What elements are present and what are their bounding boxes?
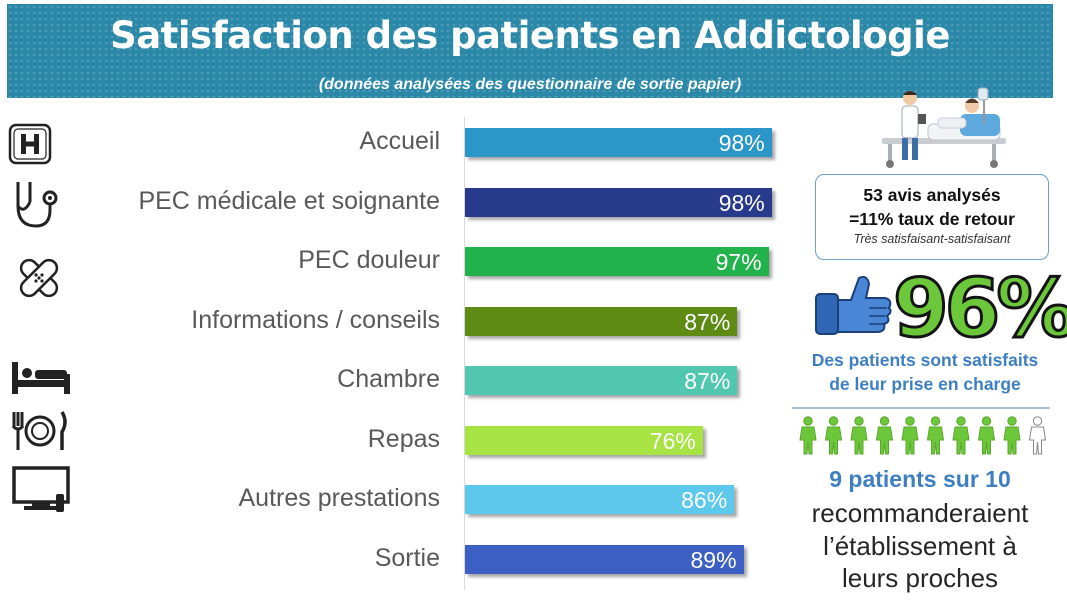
bar-value-label: 87% — [684, 368, 731, 394]
return-rate: =11% taux de retour — [849, 209, 1015, 229]
bar-value-label: 98% — [718, 189, 765, 216]
recommend-line-4: leurs proches — [841, 563, 999, 593]
title-banner: Satisfaction des patients en Addictologi… — [7, 4, 1053, 98]
plate-cutlery-icon — [11, 411, 67, 450]
satisfied-caption-1: Des patients sont satisfaits — [811, 350, 1039, 370]
satisfied-percent: 96% — [891, 262, 1067, 355]
person-icon-filled — [799, 416, 817, 455]
bar-value-label: 97% — [715, 249, 762, 275]
person-icon-filled — [875, 416, 894, 455]
response-info-box: 53 avis analysés =11% taux de retour Trè… — [815, 174, 1049, 260]
person-icon-filled — [824, 416, 843, 455]
bar: 87% — [465, 366, 738, 395]
bar: 97% — [465, 247, 769, 276]
bed-icon — [12, 362, 70, 394]
person-icon-empty — [1028, 416, 1047, 455]
page-subtitle: (données analysées des questionnaire de … — [318, 76, 742, 93]
stethoscope-icon — [16, 182, 58, 228]
category-label: PEC douleur — [298, 246, 440, 274]
bar: 87% — [465, 306, 738, 336]
avis-count: 53 avis analysés — [863, 185, 1001, 205]
page-title: Satisfaction des patients en Addictologi… — [110, 14, 950, 57]
person-icon-filled — [1003, 416, 1021, 455]
person-icon-filled — [977, 416, 996, 455]
bar: 98% — [465, 187, 772, 217]
bar: 98% — [465, 128, 772, 157]
recommend-line-3: l’établissement à — [823, 531, 1017, 561]
hospital-icon — [8, 123, 52, 165]
satisfaction-scale-note: Très satisfaisant-satisfaisant — [853, 232, 1011, 246]
people-row — [799, 416, 1047, 455]
satisfied-caption-2: de leur prise en charge — [829, 374, 1021, 394]
bar-value-label: 87% — [684, 308, 731, 335]
bar-value-label: 98% — [718, 130, 765, 156]
divider-line — [792, 407, 1050, 409]
person-icon-filled — [901, 416, 919, 455]
bar: 76% — [465, 425, 703, 455]
chart-axis — [464, 117, 465, 590]
bar-value-label: 86% — [681, 487, 728, 513]
bar: 86% — [465, 485, 735, 514]
doctor-patient-illustration — [882, 87, 1006, 168]
thumbs-up-icon — [815, 275, 892, 335]
category-label: Chambre — [337, 365, 440, 393]
category-label: Autres prestations — [238, 484, 441, 512]
bandage-icon — [19, 258, 59, 298]
category-label: PEC médicale et soignante — [138, 186, 440, 215]
television-icon — [12, 466, 70, 512]
person-icon-filled — [850, 416, 868, 455]
person-icon-filled — [952, 416, 970, 455]
category-label: Sortie — [374, 543, 440, 572]
bar-value-label: 76% — [649, 427, 696, 454]
recommend-headline: 9 patients sur 10 — [829, 466, 1011, 492]
recommend-line-2: recommanderaient — [811, 498, 1029, 528]
person-icon-filled — [926, 416, 945, 455]
category-label: Repas — [367, 424, 440, 453]
bar-value-label: 89% — [690, 546, 737, 573]
bar: 89% — [465, 544, 744, 574]
category-label: Accueil — [359, 127, 440, 155]
category-label: Informations / conseils — [191, 305, 440, 334]
